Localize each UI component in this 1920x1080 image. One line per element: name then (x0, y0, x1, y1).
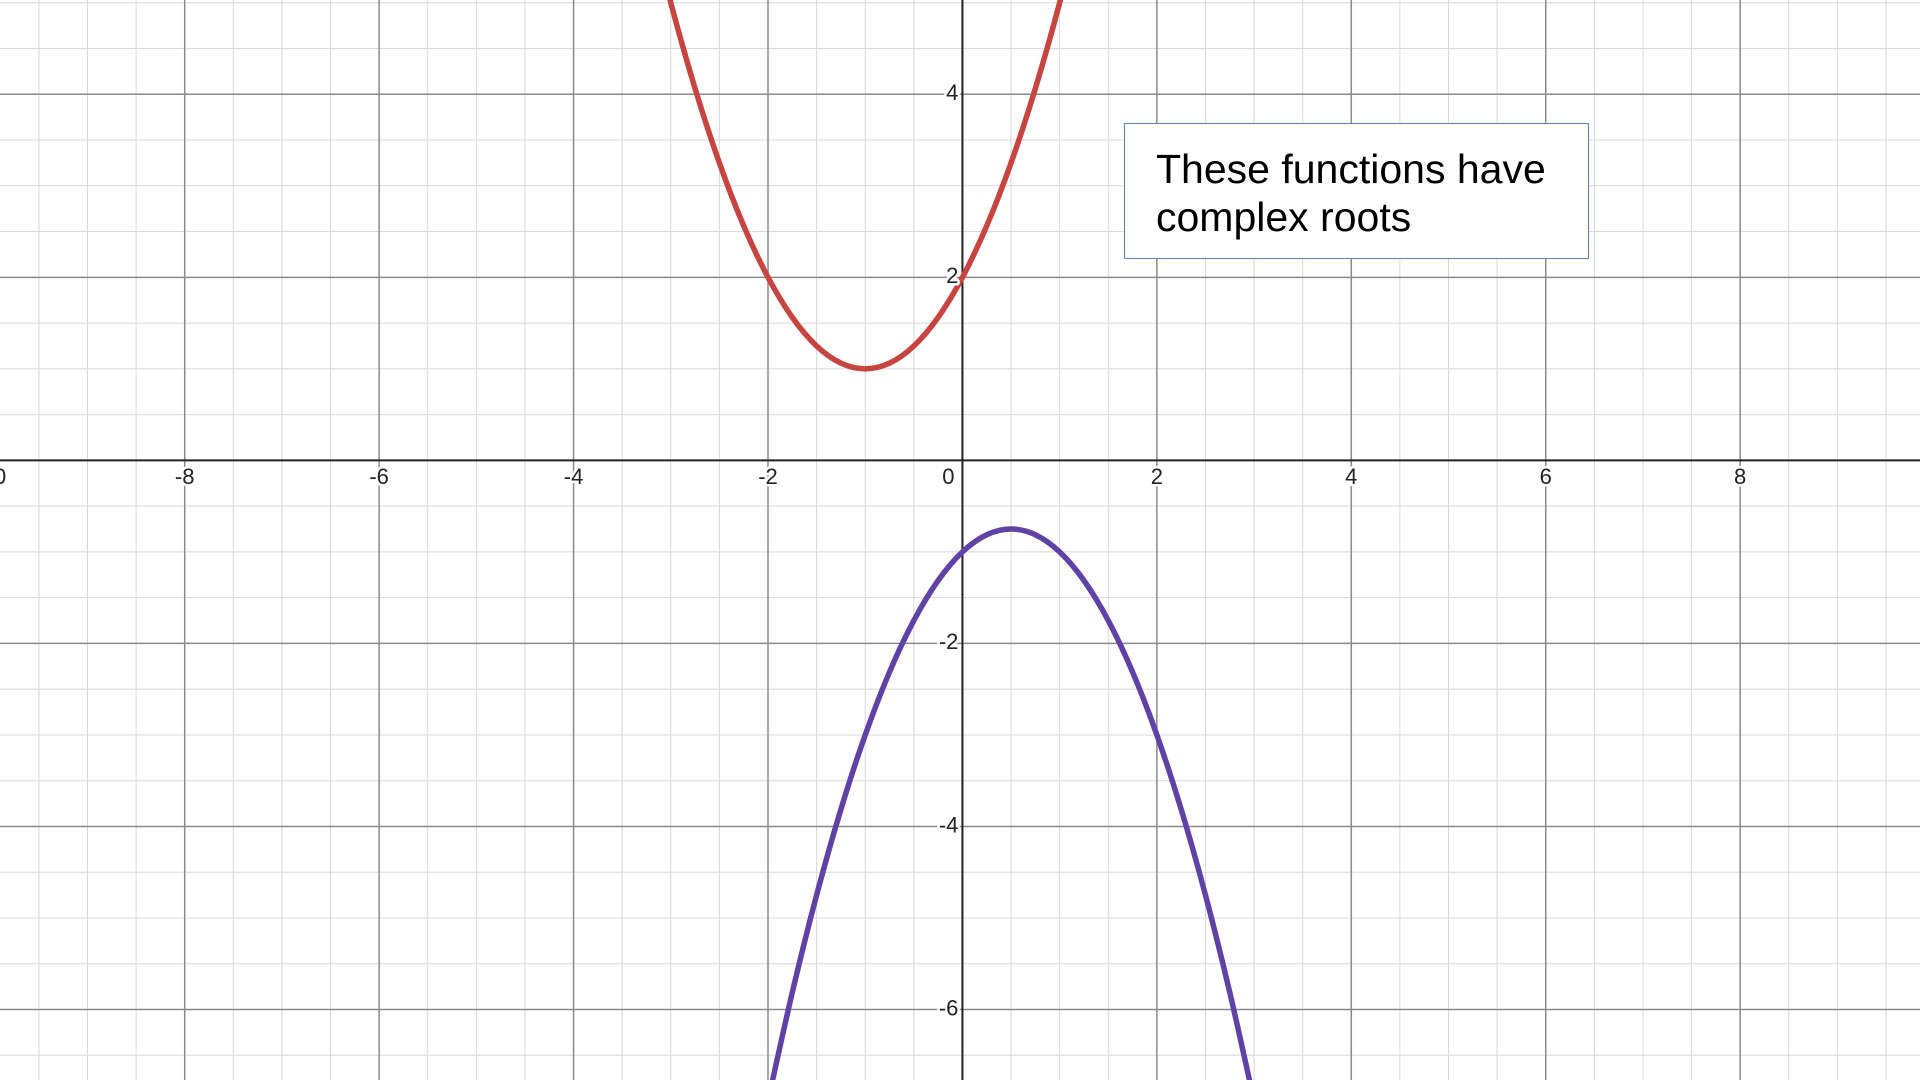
y-tick-label: -4 (939, 812, 959, 837)
tick-labels: -10 -8 -6 -4 -2 0 2 4 6 8 -6 -4 -2 2 4 (0, 78, 1749, 1023)
x-tick-label: 2 (1151, 464, 1163, 489)
x-tick-label: -8 (175, 464, 195, 489)
y-tick-label: 4 (946, 80, 958, 105)
x-tick-label: 8 (1734, 464, 1746, 489)
x-tick-label: -10 (0, 464, 6, 489)
y-tick-label: -2 (939, 629, 959, 654)
x-tick-label: 4 (1345, 464, 1357, 489)
curves (667, 0, 1253, 1080)
y-tick-label: 2 (946, 263, 958, 288)
x-tick-label: -4 (564, 464, 584, 489)
x-tick-label: -6 (369, 464, 389, 489)
x-tick-label: 6 (1540, 464, 1552, 489)
curve (667, 0, 1064, 372)
y-tick-label: -6 (939, 995, 959, 1020)
annotation: These functions have complex roots (1124, 123, 1589, 259)
x-tick-label: -2 (758, 464, 778, 489)
curve (769, 526, 1253, 1080)
x-tick-label: 0 (942, 464, 954, 489)
